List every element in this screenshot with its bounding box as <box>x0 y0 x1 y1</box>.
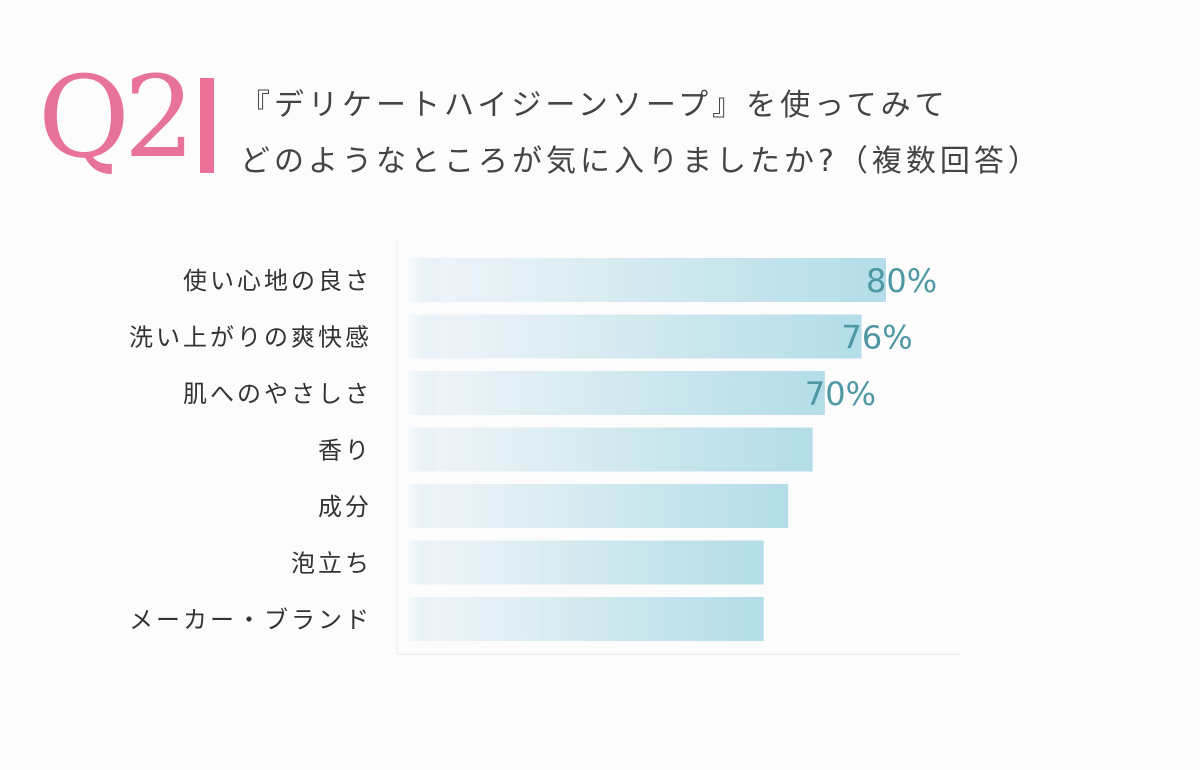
category-label: 使い心地の良さ <box>183 267 372 295</box>
bar <box>405 597 764 641</box>
question-title-line2: どのようなところが気に入りましたか?（複数回答） <box>240 144 1042 179</box>
bar <box>405 540 764 585</box>
bar <box>405 484 789 528</box>
category-label: メーカー・ブランド <box>129 606 372 634</box>
category-label: 香り <box>318 437 372 465</box>
bar <box>405 427 813 472</box>
accent-bar <box>200 78 214 173</box>
bar <box>405 371 825 415</box>
data-label: 70% <box>805 375 876 413</box>
question-number: Q2 <box>38 53 195 183</box>
data-label: 80% <box>866 262 937 300</box>
bar <box>405 258 886 302</box>
category-label: 洗い上がりの爽快感 <box>129 324 372 352</box>
category-label: 泡立ち <box>291 550 372 578</box>
category-label: 成分 <box>318 493 372 521</box>
category-label: 肌へのやさしさ <box>183 380 372 408</box>
question-title-line1: 『デリケートハイジーンソープ』を使ってみて <box>240 88 949 123</box>
data-label: 76% <box>842 319 913 357</box>
bar <box>405 314 862 359</box>
